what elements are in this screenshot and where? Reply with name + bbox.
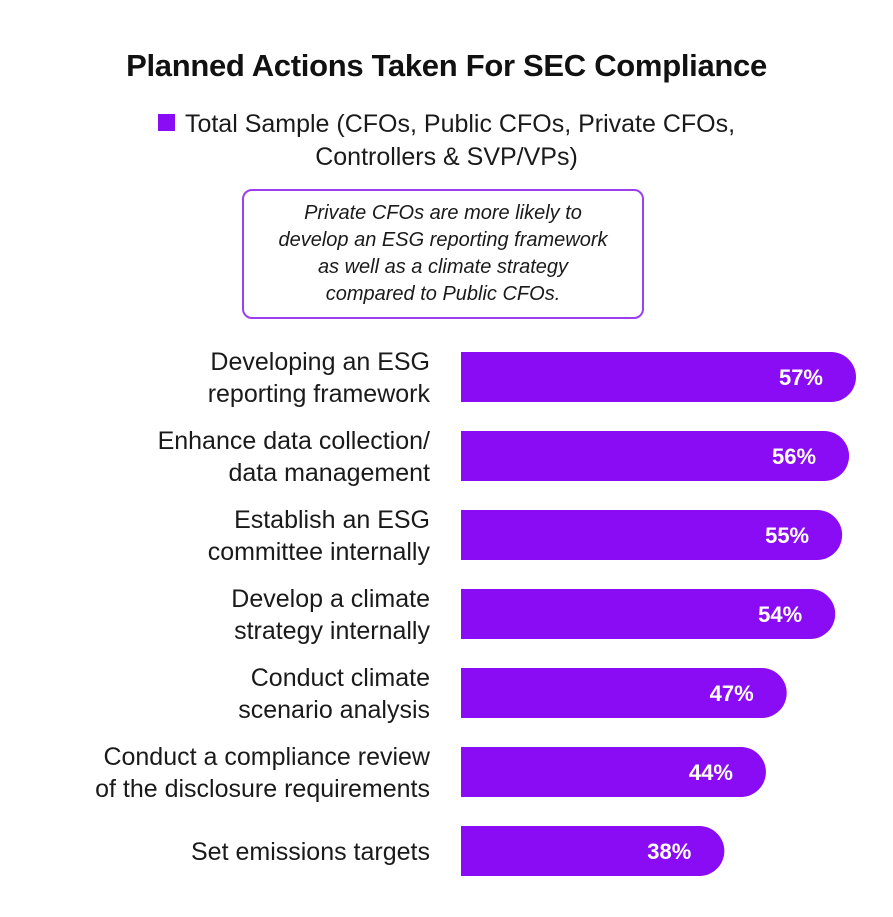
category-label: reporting framework [208, 380, 431, 408]
data-label: 55% [765, 523, 809, 548]
legend-text-1: Total Sample (CFOs, Public CFOs, Private… [184, 110, 736, 138]
data-label: 38% [647, 839, 691, 864]
chart-title: Planned Actions Taken For SEC Compliance [126, 48, 767, 83]
annotation-line: Private CFOs are more likely to [304, 202, 582, 224]
bar [461, 826, 725, 876]
category-label: of the disclosure requirements [95, 775, 430, 803]
category-label: Developing an ESG [210, 348, 430, 376]
bar [461, 589, 836, 639]
bar [461, 510, 843, 560]
bar [461, 747, 766, 797]
data-label: 44% [689, 760, 733, 785]
legend-line-1: Total Sample (CFOs, Public CFOs, Private… [0, 108, 893, 141]
data-label: 56% [772, 444, 816, 469]
annotation-line: as well as a climate strategy [317, 256, 569, 278]
bar [461, 352, 856, 402]
category-label: scenario analysis [238, 696, 430, 724]
category-label: Conduct climate [251, 664, 430, 692]
category-label: Set emissions targets [191, 838, 430, 866]
data-label: 54% [758, 602, 802, 627]
category-label: Develop a climate [231, 585, 430, 613]
category-label: data management [228, 459, 430, 487]
category-label: Enhance data collection/ [158, 427, 430, 455]
annotation-box: Private CFOs are more likely to develop … [242, 189, 644, 319]
annotation-line: develop an ESG reporting framework [278, 229, 608, 251]
category-label: strategy internally [234, 617, 430, 645]
category-label: committee internally [208, 538, 431, 566]
data-label: 57% [779, 365, 823, 390]
annotation-line: compared to Public CFOs. [325, 283, 561, 305]
legend: Total Sample (CFOs, Public CFOs, Private… [0, 108, 893, 174]
category-label: Conduct a compliance review [103, 743, 430, 771]
bar [461, 431, 850, 481]
category-label: Establish an ESG [234, 506, 430, 534]
bar [461, 668, 787, 718]
legend-swatch [157, 114, 175, 131]
data-label: 47% [710, 681, 754, 706]
legend-line-2: Controllers & SVP/VPs) [315, 143, 578, 171]
